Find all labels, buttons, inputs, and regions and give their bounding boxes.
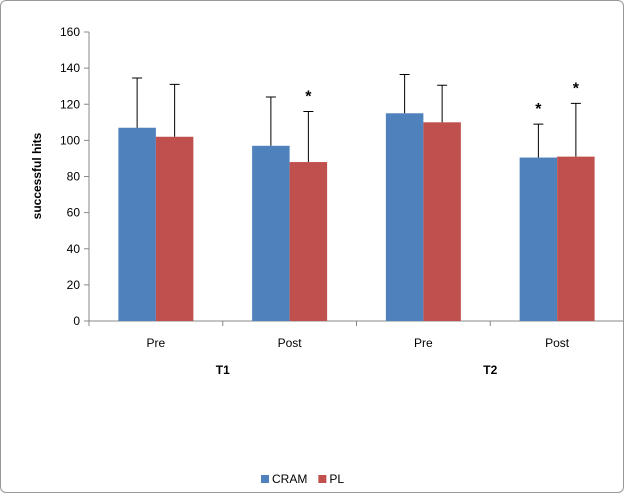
y-tick-label: 140	[60, 61, 80, 75]
y-axis-title: successful hits	[30, 132, 44, 219]
y-tick-label: 20	[67, 278, 81, 292]
bars	[118, 113, 595, 321]
y-tick-label: 40	[67, 242, 81, 256]
bar-pl	[557, 156, 595, 321]
significance-marker: *	[573, 80, 580, 97]
bar-cram	[385, 113, 424, 321]
x-category-label: Post	[545, 336, 570, 350]
labels: 0 20 40 60 80 100 120 140 160 Pre * Post Pre * * Post T1…	[60, 25, 580, 377]
group-label: T2	[483, 363, 497, 377]
x-category-label: Post	[278, 336, 303, 350]
x-category-label: Pre	[414, 336, 433, 350]
legend-label: PL	[329, 472, 344, 486]
y-tick-label: 60	[67, 206, 81, 220]
group-label: T1	[216, 363, 230, 377]
y-tick-label: 80	[67, 170, 81, 184]
bar-pl	[155, 136, 194, 321]
significance-marker: *	[535, 101, 542, 118]
legend: CRAM PL	[261, 472, 344, 486]
bar-pl	[423, 122, 461, 321]
bar-pl	[289, 162, 328, 321]
significance-marker: *	[305, 88, 312, 105]
bar-cram	[252, 145, 290, 321]
error-bars	[132, 73, 581, 163]
y-tick-label: 120	[60, 97, 80, 111]
bar-cram	[118, 127, 156, 321]
x-category-label: Pre	[147, 336, 166, 350]
legend-swatch-pl	[318, 475, 327, 483]
legend-label: CRAM	[272, 472, 307, 486]
legend-swatch-cram	[261, 475, 269, 483]
bar-cram	[519, 157, 558, 321]
y-tick-label: 100	[60, 133, 80, 147]
y-tick-label: 160	[60, 25, 80, 39]
y-tick-label: 0	[73, 314, 80, 328]
